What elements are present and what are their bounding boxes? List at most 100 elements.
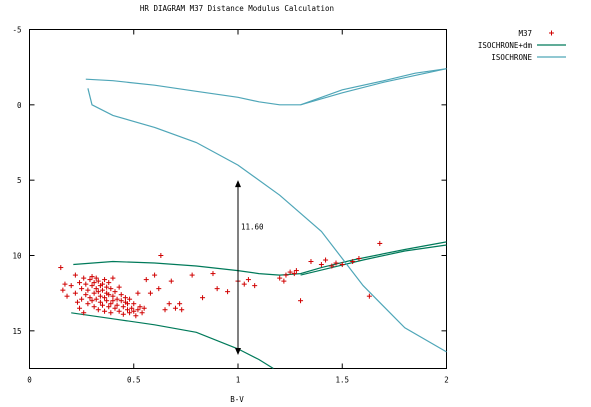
data-point xyxy=(291,271,297,277)
y-tick-label: 15 xyxy=(12,327,21,336)
data-point xyxy=(172,305,178,311)
data-point xyxy=(93,275,99,281)
data-point xyxy=(133,313,139,319)
data-point xyxy=(68,283,74,289)
data-point xyxy=(74,299,80,305)
data-point xyxy=(118,292,124,298)
y-tick-label: 10 xyxy=(12,252,22,261)
data-point xyxy=(135,307,141,313)
x-tick-label: 2 xyxy=(444,376,449,385)
data-point xyxy=(277,275,283,281)
y-axis: -5 0 5 10 15 xyxy=(12,26,447,336)
data-point xyxy=(131,308,137,314)
data-point xyxy=(95,278,101,284)
arrow-head-bottom xyxy=(235,347,241,355)
data-point xyxy=(214,286,220,292)
data-point xyxy=(97,293,103,299)
chart-title: HR DIAGRAM M37 Distance Modulus Calculat… xyxy=(140,4,334,13)
data-point xyxy=(99,302,105,308)
data-point xyxy=(95,307,101,313)
legend-label-isochrone-dm: ISOCHRONE+dm xyxy=(478,41,533,50)
data-point xyxy=(366,293,372,299)
data-point xyxy=(60,287,66,293)
data-point xyxy=(124,301,130,307)
data-point xyxy=(112,305,118,311)
data-point xyxy=(127,296,133,302)
data-point xyxy=(108,286,114,292)
y-tick-label: -5 xyxy=(12,26,21,35)
isochrone-line xyxy=(300,68,447,106)
data-point xyxy=(116,284,122,290)
data-point xyxy=(93,286,99,292)
data-point xyxy=(85,301,91,307)
data-point xyxy=(108,301,114,307)
data-point xyxy=(89,283,95,289)
data-point xyxy=(137,304,143,310)
data-point xyxy=(118,298,124,304)
legend: M37 ISOCHRONE+dm ISOCHRONE xyxy=(478,29,566,62)
data-point xyxy=(318,262,324,268)
data-point xyxy=(210,271,216,277)
data-point xyxy=(158,253,164,258)
data-point xyxy=(89,274,95,280)
data-point xyxy=(79,286,85,292)
data-point xyxy=(293,268,299,274)
data-point xyxy=(200,295,206,301)
data-point xyxy=(102,295,108,301)
data-point xyxy=(131,301,137,307)
data-point xyxy=(139,310,145,316)
data-point xyxy=(166,301,172,307)
data-point xyxy=(97,299,103,305)
data-point xyxy=(108,310,114,316)
data-point xyxy=(77,305,83,311)
data-point xyxy=(110,275,116,281)
data-point xyxy=(102,277,108,283)
data-point xyxy=(124,307,130,313)
isochrone-lines xyxy=(71,68,447,370)
data-point xyxy=(241,281,247,287)
isochrone-line xyxy=(85,68,447,106)
data-point xyxy=(179,307,185,313)
data-point xyxy=(99,287,105,293)
data-point xyxy=(87,295,93,301)
data-point xyxy=(102,308,108,314)
m37-points xyxy=(58,240,383,319)
arrow-head-top xyxy=(235,180,241,188)
data-point xyxy=(333,260,339,266)
data-point xyxy=(147,290,153,296)
data-point xyxy=(245,277,251,283)
y-tick-label: 0 xyxy=(17,101,22,110)
x-axis: 0 0.5 1 1.5 2 xyxy=(27,29,449,385)
data-point xyxy=(141,305,147,311)
data-point xyxy=(58,265,64,271)
x-tick-label: 1 xyxy=(236,376,241,385)
data-point xyxy=(135,290,141,296)
data-point xyxy=(298,298,304,304)
data-point xyxy=(162,307,168,313)
data-point xyxy=(323,257,329,263)
data-point xyxy=(127,310,133,316)
data-point xyxy=(83,281,89,287)
x-tick-label: 1.5 xyxy=(335,376,349,385)
data-point xyxy=(72,290,78,296)
data-point xyxy=(77,280,83,286)
data-point xyxy=(252,283,258,289)
isochrone-dm-line xyxy=(300,244,447,276)
data-point xyxy=(114,302,120,308)
data-point xyxy=(225,289,231,295)
data-point xyxy=(356,256,362,262)
data-point xyxy=(91,280,97,286)
x-tick-label: 0.5 xyxy=(127,376,141,385)
y-tick-label: 5 xyxy=(17,176,22,185)
data-point xyxy=(104,298,110,304)
data-point xyxy=(110,298,116,304)
legend-marker-m37 xyxy=(549,30,554,36)
data-point xyxy=(156,286,162,292)
data-point xyxy=(99,281,105,287)
data-point xyxy=(112,289,118,295)
data-point xyxy=(91,304,97,310)
data-point xyxy=(104,284,110,290)
data-point xyxy=(72,272,78,278)
isochrone-dm-line xyxy=(73,241,447,276)
